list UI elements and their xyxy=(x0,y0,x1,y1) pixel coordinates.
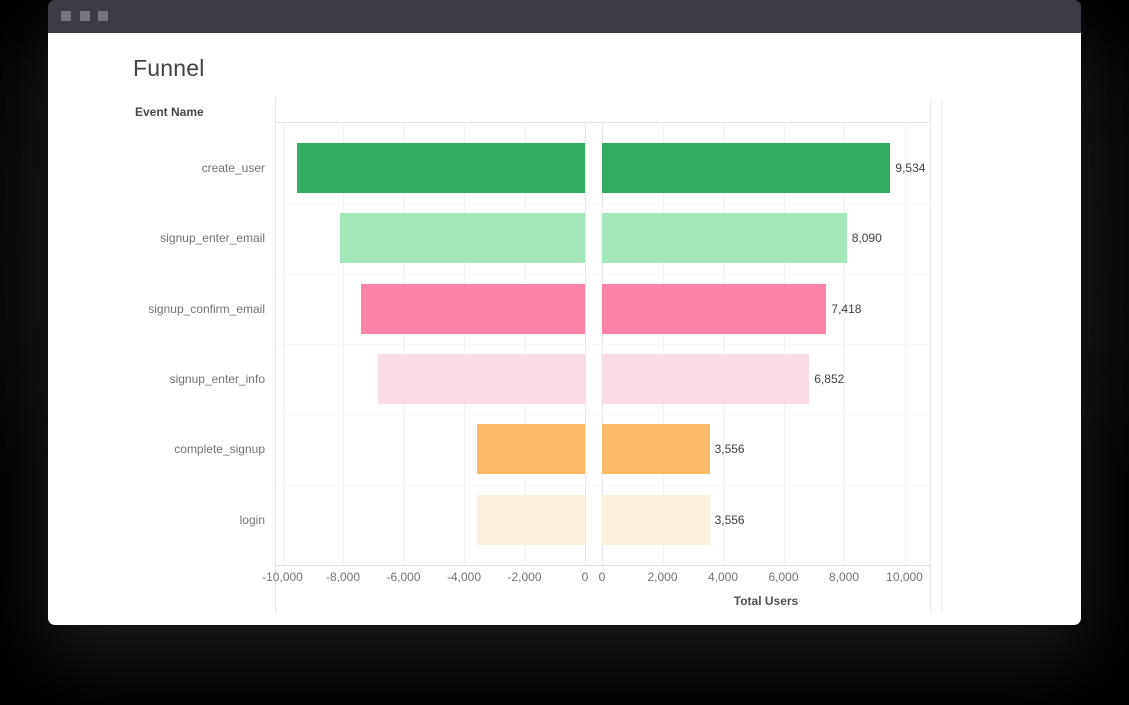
x-tick-label: -10,000 xyxy=(262,570,303,584)
bar-value-label: 3,556 xyxy=(714,442,745,457)
funnel-bar-right-login[interactable] xyxy=(602,494,710,545)
bar-value-label: 3,556 xyxy=(714,512,745,527)
gridline xyxy=(464,122,465,565)
gridline xyxy=(524,122,526,565)
gridline xyxy=(403,122,405,565)
row-separator xyxy=(275,484,930,486)
chart-right-border xyxy=(941,100,942,612)
gridline xyxy=(723,122,724,565)
gridline xyxy=(904,122,906,565)
funnel-bar-right-signup_enter_email[interactable] xyxy=(602,213,847,264)
x-axis-line xyxy=(275,565,930,566)
event-name-label: complete_signup xyxy=(174,442,265,457)
funnel-bar-right-signup_enter_info[interactable] xyxy=(602,354,810,405)
funnel-bar-left-create_user[interactable] xyxy=(296,143,585,194)
x-tick-label: 8,000 xyxy=(828,570,860,584)
event-name-header: Event Name xyxy=(135,105,204,119)
row-separator xyxy=(275,343,930,345)
x-tick-label: -2,000 xyxy=(507,570,542,584)
gridline xyxy=(343,122,344,565)
funnel-bar-left-signup_confirm_email[interactable] xyxy=(360,283,585,334)
x-tick-label: 6,000 xyxy=(768,570,799,584)
gridline xyxy=(585,122,586,565)
x-tick-label: 0 xyxy=(581,570,589,584)
x-tick-label: 10,000 xyxy=(886,570,923,584)
funnel-bar-left-signup_enter_email[interactable] xyxy=(340,213,585,264)
bar-value-label: 7,418 xyxy=(831,301,862,316)
x-tick-label: -4,000 xyxy=(446,570,482,584)
funnel-bar-right-complete_signup[interactable] xyxy=(602,424,710,475)
bar-value-label: 8,090 xyxy=(851,231,882,246)
x-axis-title: Total Users xyxy=(733,594,799,608)
page-title: Funnel xyxy=(133,55,205,81)
bar-value-label: 6,852 xyxy=(814,372,845,387)
window-control-icon[interactable] xyxy=(98,11,108,21)
gridline xyxy=(844,122,845,565)
bar-value-label: 9,534 xyxy=(895,161,926,176)
gridline xyxy=(602,122,603,565)
page-content: Funnel Event Name create_user 9,534 signup… xyxy=(48,33,1081,625)
funnel-bar-left-complete_signup[interactable] xyxy=(477,424,585,475)
gridline xyxy=(282,122,284,565)
funnel-bar-left-login[interactable] xyxy=(477,494,585,545)
window-control-icon[interactable] xyxy=(80,11,90,21)
window-titlebar xyxy=(48,0,1081,33)
x-tick-label: -8,000 xyxy=(325,570,361,584)
row-separator xyxy=(275,273,930,275)
app-window: Funnel Event Name create_user 9,534 signup… xyxy=(48,0,1081,625)
event-name-label: signup_confirm_email xyxy=(148,301,265,316)
funnel-bar-left-signup_enter_info[interactable] xyxy=(377,354,585,405)
x-tick-label: 4,000 xyxy=(707,570,739,584)
event-name-label: login xyxy=(239,512,265,527)
row-separator xyxy=(275,414,930,416)
event-name-label: signup_enter_email xyxy=(160,231,265,246)
window-control-icon[interactable] xyxy=(61,11,71,21)
x-tick-label: 0 xyxy=(598,570,606,584)
funnel-bar-right-signup_confirm_email[interactable] xyxy=(602,283,827,334)
gridline xyxy=(783,122,785,565)
x-tick-label: 2,000 xyxy=(647,570,678,584)
funnel-bar-right-create_user[interactable] xyxy=(602,143,891,194)
event-name-label: signup_enter_info xyxy=(169,372,265,387)
right-panel-border xyxy=(930,100,931,612)
event-name-label: create_user xyxy=(201,161,265,176)
x-tick-label: -6,000 xyxy=(386,570,421,584)
row-separator xyxy=(275,203,930,205)
gridline xyxy=(662,122,664,565)
chart-left-border xyxy=(275,97,276,612)
